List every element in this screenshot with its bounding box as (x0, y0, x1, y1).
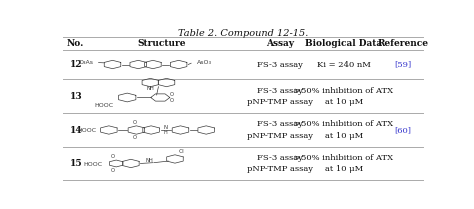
Text: O: O (170, 98, 174, 103)
Text: HOOC: HOOC (77, 128, 96, 133)
Text: 13: 13 (69, 92, 82, 101)
Text: >50% inhibition of ATX
at 10 μM: >50% inhibition of ATX at 10 μM (294, 154, 393, 173)
Text: H: H (164, 130, 168, 135)
Text: Reference: Reference (377, 39, 428, 48)
Text: 12: 12 (70, 60, 82, 69)
Text: [59]: [59] (394, 61, 411, 69)
Text: [60]: [60] (394, 126, 411, 134)
Text: Structure: Structure (138, 39, 186, 48)
Text: >50% inhibition of ATX
at 10 μM: >50% inhibition of ATX at 10 μM (294, 87, 393, 107)
Text: O: O (133, 120, 137, 125)
Text: FS-3 assay
pNP-TMP assay: FS-3 assay pNP-TMP assay (246, 154, 313, 173)
Text: 15: 15 (70, 159, 82, 168)
Text: Assay: Assay (265, 39, 294, 48)
Text: >50% inhibition of ATX
at 10 μM: >50% inhibition of ATX at 10 μM (294, 120, 393, 140)
Text: O₃As: O₃As (79, 60, 94, 65)
Text: Cl: Cl (179, 149, 184, 153)
Text: N: N (164, 125, 168, 130)
Text: FS-3 assay
pNP-TMP assay: FS-3 assay pNP-TMP assay (246, 87, 313, 107)
Text: Ki = 240 nM: Ki = 240 nM (317, 61, 371, 69)
Text: O: O (110, 154, 115, 159)
Text: HOOC: HOOC (84, 162, 103, 167)
Text: NH: NH (146, 158, 153, 163)
Text: NH: NH (146, 86, 154, 91)
Text: FS-3 assay
pNP-TMP assay: FS-3 assay pNP-TMP assay (246, 120, 313, 140)
Text: O: O (170, 92, 174, 97)
Text: No.: No. (67, 39, 84, 48)
Text: FS-3 assay: FS-3 assay (257, 61, 302, 69)
Text: O: O (133, 135, 137, 140)
Text: O: O (110, 168, 115, 173)
Text: AsO₃: AsO₃ (197, 60, 212, 65)
Text: 14: 14 (70, 126, 82, 135)
Text: Table 2. Compound 12-15.: Table 2. Compound 12-15. (178, 29, 308, 38)
Text: HOOC: HOOC (94, 103, 113, 108)
Text: Biological Data: Biological Data (305, 39, 383, 48)
